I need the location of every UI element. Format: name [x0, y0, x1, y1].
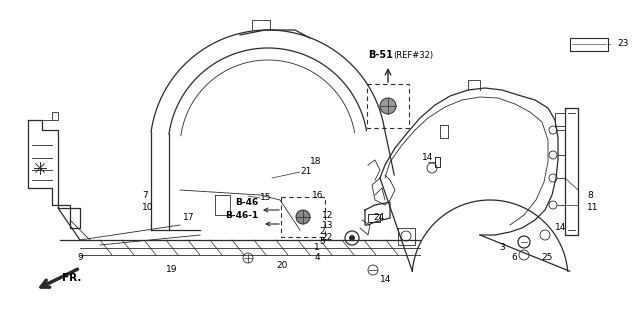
Text: 19: 19 [166, 265, 177, 275]
Text: 13: 13 [321, 220, 333, 229]
Text: 9: 9 [77, 254, 83, 263]
Text: B-51: B-51 [368, 50, 393, 60]
Text: 14: 14 [380, 276, 392, 285]
Text: 11: 11 [587, 203, 598, 211]
Text: 16: 16 [312, 190, 323, 199]
Text: 25: 25 [541, 254, 552, 263]
Text: 22: 22 [322, 234, 333, 242]
Text: 4: 4 [314, 254, 320, 263]
Circle shape [349, 235, 355, 241]
Bar [368, 214, 380, 222]
Text: 17: 17 [183, 213, 195, 222]
Text: 1: 1 [314, 243, 320, 253]
Text: 3: 3 [499, 243, 505, 253]
Text: 21: 21 [300, 167, 312, 176]
Circle shape [296, 210, 310, 224]
Text: 7: 7 [142, 191, 148, 201]
Bar [570, 38, 608, 51]
Text: 15: 15 [260, 194, 271, 203]
Text: 14: 14 [422, 153, 433, 162]
Text: 8: 8 [587, 190, 593, 199]
Text: 6: 6 [511, 254, 517, 263]
Text: FR.: FR. [62, 273, 81, 283]
Text: 18: 18 [310, 158, 321, 167]
Text: 24: 24 [373, 213, 384, 222]
Text: 10: 10 [142, 203, 154, 211]
Text: B-46-1: B-46-1 [225, 211, 258, 220]
Text: 20: 20 [276, 261, 287, 270]
Text: B-46: B-46 [235, 198, 258, 207]
Text: 2: 2 [319, 227, 325, 236]
Text: 14: 14 [555, 224, 566, 233]
Text: 12: 12 [322, 211, 333, 219]
Text: (REF#32): (REF#32) [393, 51, 433, 60]
Text: 23: 23 [617, 40, 628, 48]
Text: 5: 5 [319, 238, 325, 247]
Circle shape [380, 98, 396, 114]
